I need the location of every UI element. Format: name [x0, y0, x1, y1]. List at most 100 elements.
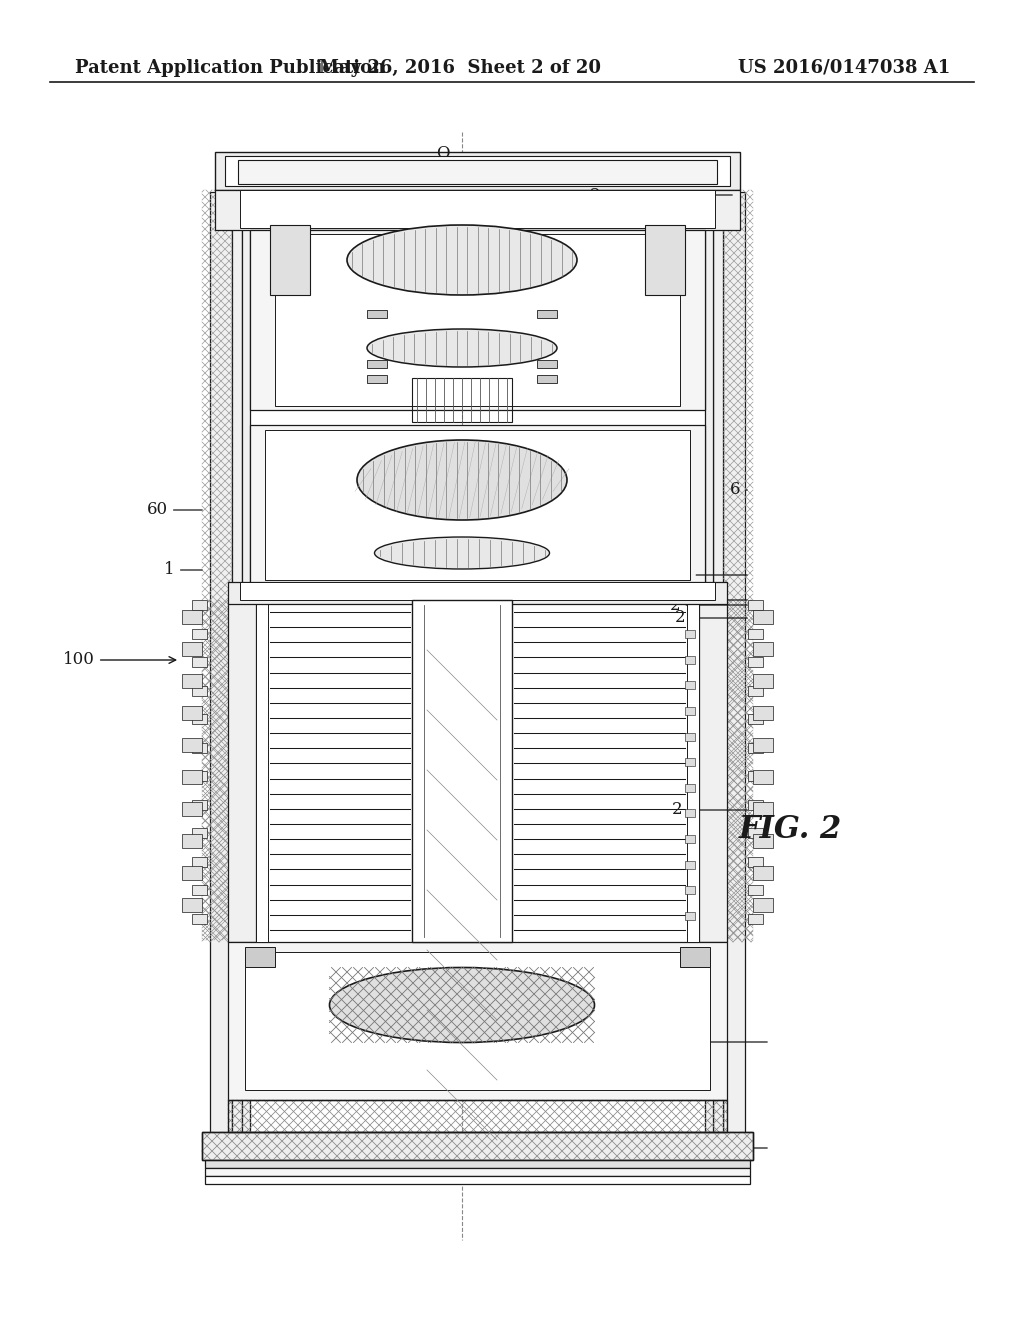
Text: May 26, 2016  Sheet 2 of 20: May 26, 2016 Sheet 2 of 20: [319, 59, 601, 77]
Bar: [193, 628, 207, 639]
Bar: [367, 375, 387, 383]
Bar: [685, 912, 695, 920]
Text: FIG. 2: FIG. 2: [738, 814, 842, 846]
Ellipse shape: [330, 968, 595, 1043]
Bar: [182, 706, 202, 719]
Bar: [228, 942, 727, 1100]
Bar: [240, 190, 715, 228]
Bar: [193, 884, 207, 895]
Bar: [753, 803, 773, 816]
Bar: [202, 1133, 753, 1160]
Text: 2: 2: [670, 597, 748, 614]
Bar: [182, 770, 202, 784]
Bar: [753, 866, 773, 880]
Bar: [367, 360, 387, 368]
Bar: [537, 310, 557, 318]
Text: 2: 2: [670, 591, 748, 609]
Bar: [193, 857, 207, 866]
Bar: [182, 834, 202, 847]
Bar: [685, 809, 695, 817]
Bar: [748, 857, 763, 866]
Bar: [275, 234, 680, 407]
Bar: [240, 582, 715, 601]
Bar: [753, 642, 773, 656]
Bar: [685, 708, 695, 715]
Bar: [193, 742, 207, 752]
Bar: [748, 657, 763, 667]
Bar: [367, 310, 387, 318]
Bar: [748, 628, 763, 639]
Text: 2: 2: [675, 610, 748, 627]
Bar: [270, 224, 310, 294]
Bar: [182, 803, 202, 816]
Text: 60: 60: [146, 502, 202, 519]
Bar: [205, 1176, 750, 1184]
Bar: [685, 630, 695, 638]
Text: 2: 2: [672, 801, 748, 818]
Bar: [265, 430, 690, 579]
Bar: [645, 224, 685, 294]
Bar: [228, 582, 727, 605]
Bar: [685, 836, 695, 843]
Bar: [215, 190, 740, 230]
Bar: [412, 378, 512, 422]
Bar: [193, 800, 207, 809]
Bar: [748, 800, 763, 809]
Bar: [228, 601, 256, 942]
Ellipse shape: [357, 440, 567, 520]
Bar: [245, 952, 710, 1090]
Bar: [193, 657, 207, 667]
Text: 4: 4: [680, 566, 748, 583]
Bar: [705, 191, 713, 1144]
Bar: [256, 601, 268, 942]
Text: 2: 2: [685, 1139, 767, 1156]
Text: 2: 2: [680, 1034, 767, 1051]
Bar: [655, 583, 690, 598]
Bar: [687, 601, 699, 942]
Bar: [238, 160, 717, 183]
Bar: [753, 770, 773, 784]
Bar: [537, 360, 557, 368]
Text: US 2016/0147038 A1: US 2016/0147038 A1: [737, 59, 950, 77]
Ellipse shape: [375, 537, 550, 569]
Bar: [193, 714, 207, 723]
Bar: [753, 738, 773, 752]
Ellipse shape: [367, 329, 557, 367]
Bar: [748, 714, 763, 723]
Bar: [723, 191, 745, 1144]
Bar: [232, 191, 242, 1144]
Bar: [753, 834, 773, 847]
Bar: [182, 610, 202, 624]
Bar: [753, 675, 773, 688]
Bar: [193, 601, 207, 610]
Bar: [748, 771, 763, 781]
Bar: [748, 828, 763, 838]
Bar: [210, 191, 232, 1144]
Bar: [193, 685, 207, 696]
Text: 1: 1: [165, 561, 202, 578]
Bar: [182, 738, 202, 752]
Bar: [225, 156, 730, 186]
Bar: [245, 946, 275, 968]
Bar: [685, 861, 695, 869]
Bar: [753, 706, 773, 719]
Text: 100: 100: [63, 652, 176, 668]
Bar: [748, 742, 763, 752]
Bar: [748, 601, 763, 610]
Bar: [250, 230, 705, 411]
Bar: [228, 1100, 727, 1133]
Bar: [193, 913, 207, 924]
Bar: [205, 1160, 750, 1168]
Bar: [748, 884, 763, 895]
Bar: [685, 758, 695, 766]
Bar: [205, 1168, 750, 1176]
Bar: [685, 784, 695, 792]
Bar: [753, 898, 773, 912]
Bar: [182, 898, 202, 912]
Bar: [685, 656, 695, 664]
Bar: [182, 642, 202, 656]
Bar: [265, 583, 300, 598]
Bar: [685, 681, 695, 689]
Bar: [753, 610, 773, 624]
Bar: [748, 913, 763, 924]
